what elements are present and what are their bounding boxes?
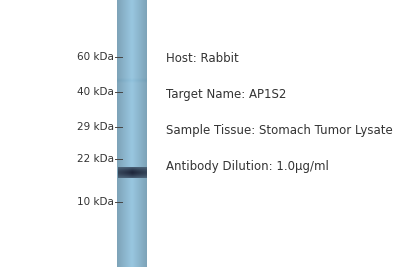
Text: 40 kDa: 40 kDa	[77, 87, 114, 97]
Text: Host: Rabbit: Host: Rabbit	[166, 52, 239, 65]
Text: Antibody Dilution: 1.0μg/ml: Antibody Dilution: 1.0μg/ml	[166, 160, 329, 173]
Text: Target Name: AP1S2: Target Name: AP1S2	[166, 88, 286, 101]
Text: 29 kDa: 29 kDa	[77, 122, 114, 132]
Text: Sample Tissue: Stomach Tumor Lysate: Sample Tissue: Stomach Tumor Lysate	[166, 124, 393, 137]
Text: 22 kDa: 22 kDa	[77, 154, 114, 164]
Text: 60 kDa: 60 kDa	[77, 52, 114, 62]
Text: 10 kDa: 10 kDa	[77, 197, 114, 207]
